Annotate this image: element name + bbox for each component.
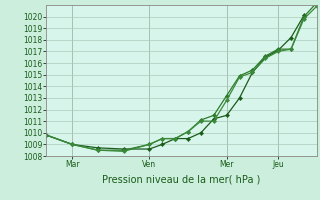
X-axis label: Pression niveau de la mer( hPa ): Pression niveau de la mer( hPa ) [102,175,261,185]
